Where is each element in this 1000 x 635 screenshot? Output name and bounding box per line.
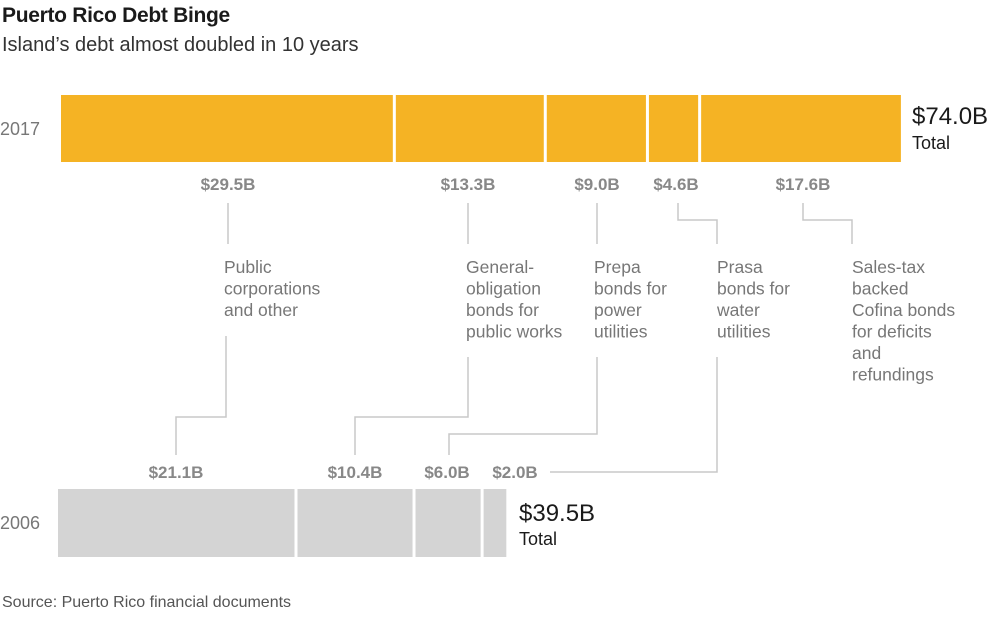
bar-segment-2017-3 <box>546 95 646 162</box>
bar-segment-2017-2 <box>395 95 544 162</box>
chart-title: Puerto Rico Debt Binge <box>2 4 230 27</box>
connector-line-4 <box>677 203 718 244</box>
bar-segment-2017-4 <box>648 95 699 162</box>
bar-segment-2017-5 <box>701 95 901 162</box>
connector-line-5 <box>802 203 853 244</box>
total-label-2006: Total <box>519 529 557 549</box>
total-value-2017: $74.0B <box>912 103 988 130</box>
bar-segment-2006-4 <box>483 489 507 557</box>
category-label-5: Sales-tax backed Cofina bonds for deficits a… <box>852 257 955 385</box>
bar-segment-2006-3 <box>415 489 481 557</box>
connector-line-8 <box>448 357 598 455</box>
bar-segment-2006-1 <box>58 489 295 557</box>
value-label-2017-5: $17.6B <box>776 175 831 194</box>
connector-line-9 <box>550 357 718 473</box>
total-label-2017: Total <box>912 133 950 153</box>
connector-line-6 <box>175 336 227 455</box>
chart-subtitle: Island’s debt almost doubled in 10 years <box>2 34 359 56</box>
year-label-2017: 2017 <box>0 119 40 139</box>
value-label-2017-2: $13.3B <box>441 175 496 194</box>
category-label-2: General-obligation bonds for public works <box>466 257 563 342</box>
value-label-2006-3: $6.0B <box>424 463 469 482</box>
connector-line-7 <box>354 357 469 455</box>
total-value-2006: $39.5B <box>519 500 595 527</box>
value-label-2006-4: $2.0B <box>492 463 537 482</box>
bar-segment-2017-1 <box>61 95 393 162</box>
value-label-2017-3: $9.0B <box>574 175 619 194</box>
value-label-2017-1: $29.5B <box>201 175 256 194</box>
value-label-2017-4: $4.6B <box>653 175 698 194</box>
category-label-4: Prasa bonds for water utilities <box>716 257 790 342</box>
category-label-1: Public corporations and other <box>224 257 321 320</box>
source-note: Source: Puerto Rico financial documents <box>2 594 292 611</box>
value-label-2006-2: $10.4B <box>328 463 383 482</box>
year-label-2006: 2006 <box>0 513 40 533</box>
category-label-3: Prepa bonds for power utilities <box>594 257 667 342</box>
value-label-2006-1: $21.1B <box>149 463 204 482</box>
bar-segment-2006-2 <box>297 489 413 557</box>
